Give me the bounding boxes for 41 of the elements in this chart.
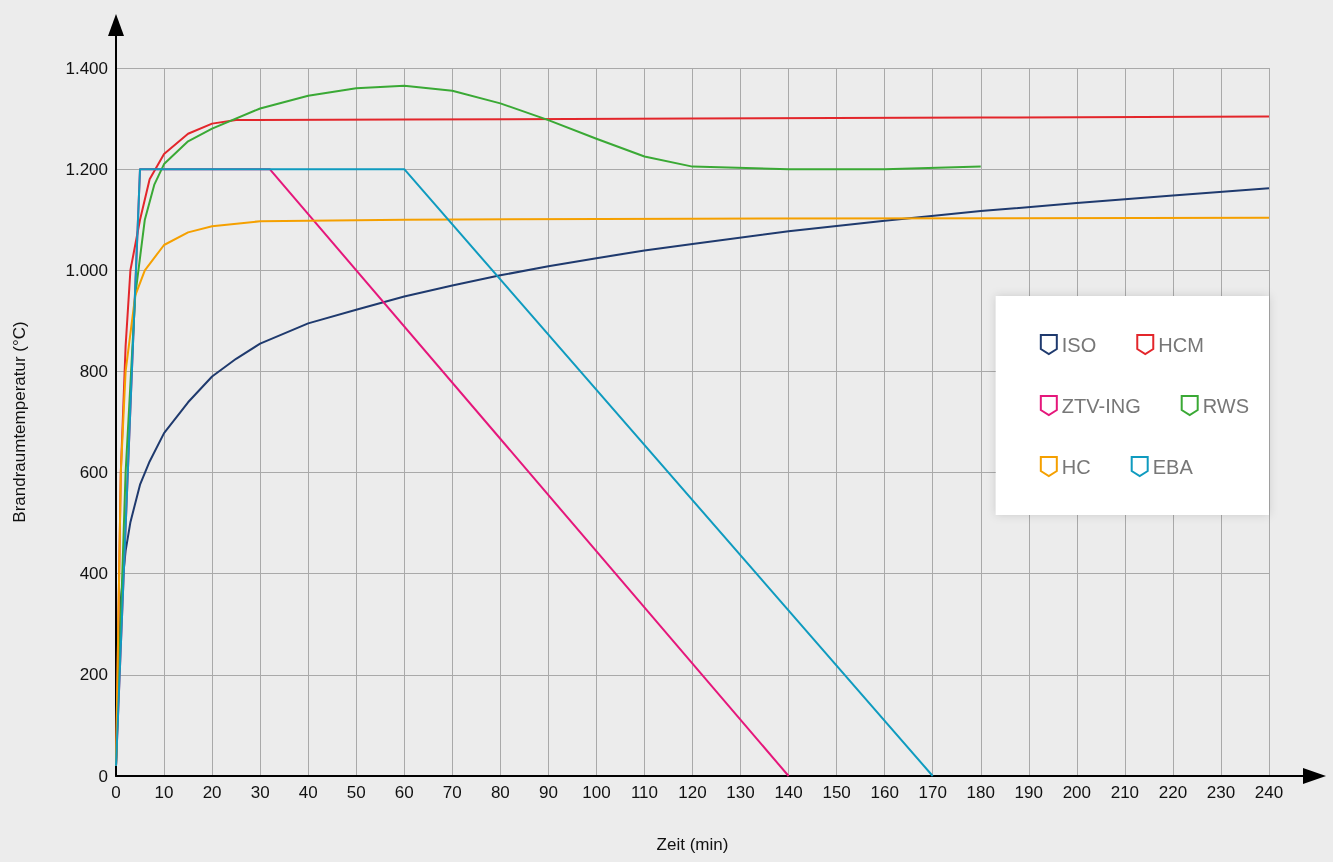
legend-label: ISO [1061,333,1097,356]
x-tick-label: 110 [630,783,659,802]
x-tick-label: 30 [250,783,270,802]
x-tick-label: 100 [582,783,611,802]
x-tick-label: 50 [346,783,366,802]
x-tick-label: 20 [202,783,222,802]
x-axis-title: Zeit (min) [656,835,729,854]
x-tick-label: 200 [1062,783,1092,802]
legend-label: HCM [1158,333,1204,356]
x-tick-label: 0 [111,783,121,802]
y-tick-label: 1.000 [65,260,108,280]
legend-label: ZTV-ING [1061,394,1141,417]
y-tick-label: 200 [79,665,108,685]
y-tick-label: 0 [98,766,108,786]
x-tick-label: 40 [298,783,318,802]
x-tick-label: 80 [490,783,510,802]
legend-label: HC [1061,455,1091,478]
x-tick-label: 60 [394,783,414,802]
y-tick-label: 800 [79,361,108,381]
legend-label: RWS [1202,394,1250,417]
x-tick-label: 160 [870,783,899,802]
x-tick-label: 180 [966,783,995,802]
x-tick-label: 140 [774,783,803,802]
y-tick-label: 1.200 [65,159,108,179]
x-tick-label: 170 [918,783,947,802]
y-tick-label: 1.400 [65,58,108,78]
y-tick-label: 600 [79,463,108,483]
x-tick-label: 150 [822,783,851,802]
x-tick-label: 130 [726,783,755,802]
x-tick-label: 210 [1110,783,1140,802]
legend-label: EBA [1152,455,1194,478]
x-tick-label: 70 [442,783,462,802]
y-axis-title: Brandraumtemperatur (°C) [10,321,29,523]
x-tick-label: 190 [1014,783,1043,802]
x-tick-label: 220 [1158,783,1188,802]
x-tick-label: 10 [154,783,174,802]
x-tick-label: 120 [678,783,707,802]
x-tick-label: 240 [1254,783,1284,802]
x-tick-label: 230 [1206,783,1236,802]
x-tick-label: 90 [538,783,558,802]
y-tick-label: 400 [79,564,108,584]
